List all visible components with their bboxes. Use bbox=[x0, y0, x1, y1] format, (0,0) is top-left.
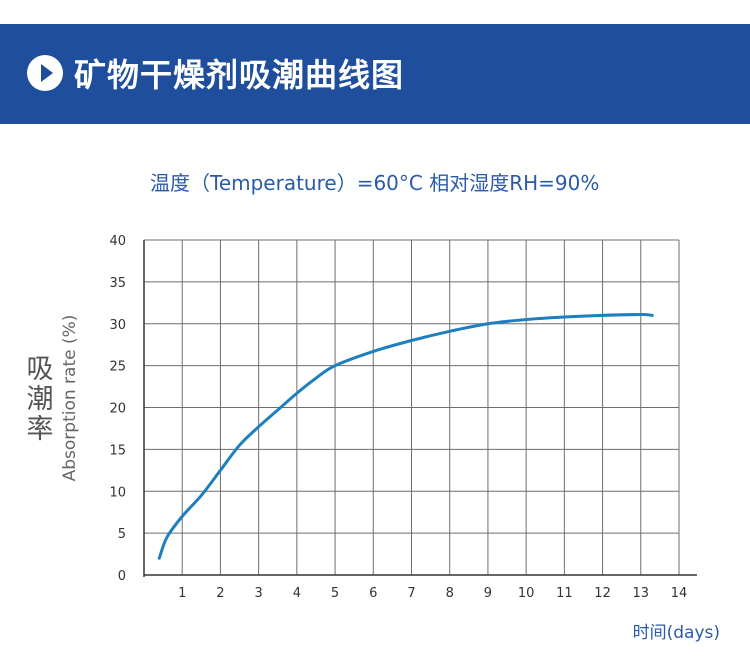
x-tick-label: 11 bbox=[556, 586, 573, 601]
x-tick-label: 2 bbox=[216, 586, 224, 601]
page-title: 矿物干燥剂吸潮曲线图 bbox=[74, 56, 405, 94]
header-banner bbox=[0, 24, 750, 124]
y-tick-label: 35 bbox=[109, 276, 126, 291]
y-tick-label: 40 bbox=[109, 234, 126, 249]
y-tick-label: 30 bbox=[109, 318, 126, 333]
chart-axes bbox=[143, 240, 697, 577]
x-tick-label: 12 bbox=[594, 586, 611, 601]
x-tick-label: 8 bbox=[446, 586, 454, 601]
play-icon bbox=[27, 55, 63, 91]
x-tick-label: 6 bbox=[369, 586, 377, 601]
chart-subtitle: 温度（Temperature）=60°C 相对湿度RH=90% bbox=[150, 171, 600, 195]
y-tick-label: 5 bbox=[118, 527, 126, 542]
x-tick-label: 7 bbox=[407, 586, 415, 601]
y-tick-label: 20 bbox=[109, 402, 126, 417]
y-tick-label: 15 bbox=[109, 443, 126, 458]
x-tick-label: 1 bbox=[178, 586, 186, 601]
absorption-curve bbox=[157, 313, 654, 560]
chart-grid bbox=[144, 239, 680, 575]
x-tick-label: 4 bbox=[293, 586, 301, 601]
x-axis-label: 时间(days) bbox=[632, 623, 720, 643]
y-tick-label: 25 bbox=[109, 360, 126, 375]
x-tick-label: 5 bbox=[331, 586, 339, 601]
y-tick-label: 0 bbox=[118, 569, 126, 584]
x-tick-label: 13 bbox=[633, 586, 650, 601]
y-axis-label-chinese: 吸潮率 bbox=[26, 354, 54, 445]
x-tick-label: 10 bbox=[518, 586, 535, 601]
x-tick-label: 3 bbox=[255, 586, 263, 601]
x-tick-label: 9 bbox=[484, 586, 492, 601]
y-tick-label: 10 bbox=[109, 485, 126, 500]
x-tick-label: 14 bbox=[671, 586, 688, 601]
chart-series bbox=[157, 313, 654, 560]
